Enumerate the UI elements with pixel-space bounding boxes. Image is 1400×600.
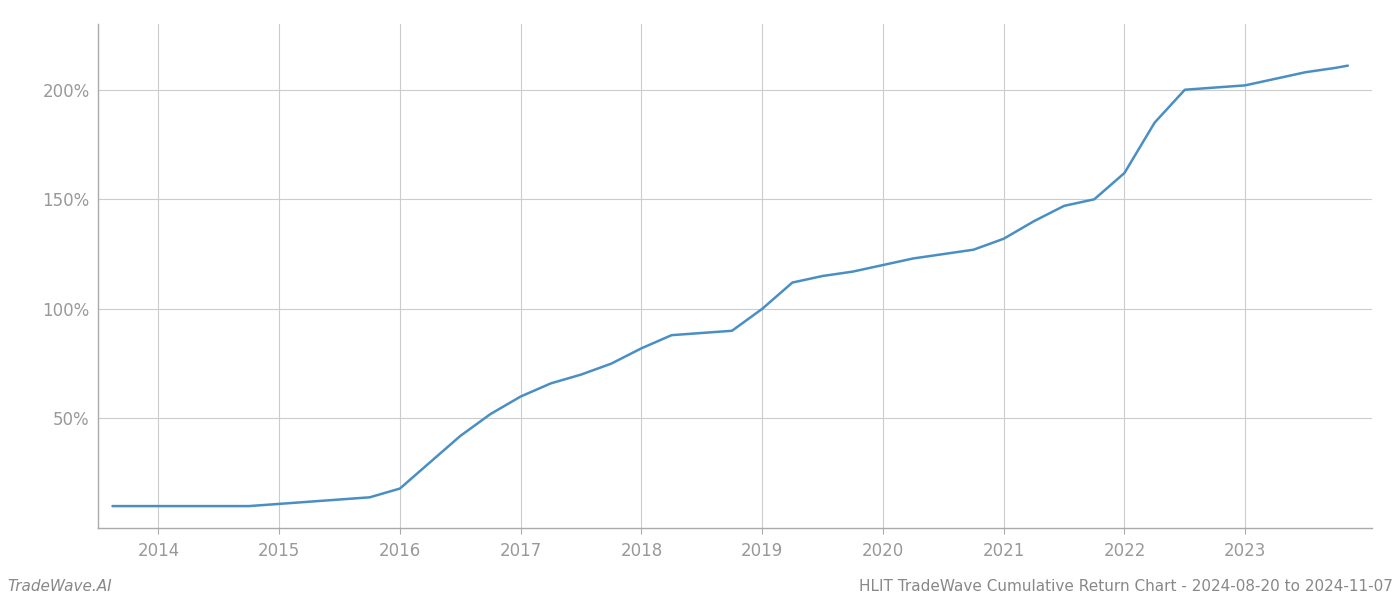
Text: TradeWave.AI: TradeWave.AI (7, 579, 112, 594)
Text: HLIT TradeWave Cumulative Return Chart - 2024-08-20 to 2024-11-07: HLIT TradeWave Cumulative Return Chart -… (860, 579, 1393, 594)
